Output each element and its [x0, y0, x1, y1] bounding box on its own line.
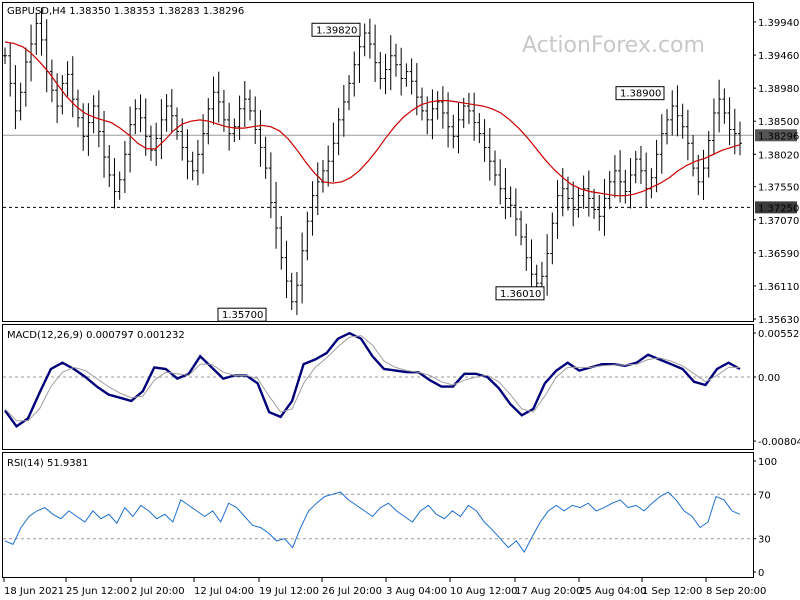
rsi-ytick-label: 30 — [758, 535, 771, 546]
price-panel-title: GBPUSD,H4 1.38350 1.38353 1.38283 1.3829… — [7, 6, 244, 17]
rsi-ytick-label: 0 — [758, 568, 764, 579]
price-annotation-box — [311, 22, 361, 37]
current-price-tag-box — [755, 129, 797, 142]
price-ytick-label: 1.37550 — [758, 183, 799, 194]
current-price-tag-label: 1.38296 — [758, 131, 799, 142]
rsi-ytick-label: 100 — [758, 457, 777, 468]
moving-average-line — [4, 41, 741, 197]
price-annotation-label: 1.38900 — [620, 89, 661, 100]
support-level-tag-label: 1.37250 — [758, 203, 799, 214]
macd-panel — [2, 324, 754, 450]
x-tick-label: 19 Jul 12:00 — [259, 586, 319, 597]
price-ytick-label: 1.38500 — [758, 117, 799, 128]
x-tick-label: 18 Jun 2021 — [4, 586, 64, 597]
price-annotation-box — [615, 86, 665, 101]
price-ytick-label: 1.35630 — [758, 315, 799, 326]
watermark: ActionForex.com — [522, 33, 705, 58]
x-tick-label: 10 Aug 12:00 — [450, 586, 517, 597]
price-annotation-label: 1.39820 — [316, 25, 357, 36]
price-annotation-label: 1.36010 — [500, 289, 541, 300]
rsi-ytick-label: 70 — [758, 490, 771, 501]
price-ytick-label: 1.36590 — [758, 249, 799, 260]
x-tick-label: 8 Sep 20:00 — [706, 586, 766, 597]
rsi-line — [4, 491, 741, 553]
macd-layer — [3, 331, 753, 429]
x-tick-label: 2 Jul 20:00 — [131, 586, 185, 597]
price-layer — [3, 7, 753, 316]
x-tick-label: 25 Aug 04:00 — [579, 586, 646, 597]
macd-ytick-label: 0.00 — [758, 373, 780, 384]
macd-signal-line — [4, 335, 740, 422]
price-ytick-label: 1.39940 — [758, 18, 799, 29]
x-tick-label: 3 Aug 04:00 — [386, 586, 447, 597]
annotation-layer: 1.39820 1.38900 1.36010 1.35700 1.38296 1.372… — [217, 22, 799, 322]
x-tick-label: 1 Sep 12:00 — [642, 586, 702, 597]
price-ytick-label: 1.36110 — [758, 282, 799, 293]
support-level-tag-box — [755, 201, 797, 214]
rsi-panel — [2, 452, 754, 578]
macd-ytick-label: -0.00804 — [758, 437, 800, 448]
x-tick-label: 25 Jun 12:00 — [66, 586, 130, 597]
x-tick-label: 12 Jul 04:00 — [194, 586, 254, 597]
price-ytick-label: 1.39460 — [758, 51, 799, 62]
price-panel — [2, 2, 754, 322]
x-tick-label: 26 Jul 20:00 — [322, 586, 382, 597]
price-annotation-label: 1.35700 — [222, 310, 263, 321]
price-annotation-box — [217, 307, 267, 322]
price-annotation-box — [495, 286, 545, 301]
rsi-panel-title: RSI(14) 51.9381 — [7, 458, 88, 469]
price-ytick-label: 1.38980 — [758, 84, 799, 95]
macd-ytick-label: 0.00552 — [758, 329, 799, 340]
price-ytick-label: 1.38020 — [758, 150, 799, 161]
axis-layer: 1.39940 1.39460 1.38980 1.38500 1.38020 1.375… — [3, 18, 800, 597]
x-tick-label: 17 Aug 20:00 — [515, 586, 582, 597]
price-ytick-label: 1.37070 — [758, 216, 799, 227]
macd-panel-title: MACD(12,26,9) 0.000797 0.001232 — [7, 330, 185, 341]
rsi-layer — [3, 491, 753, 553]
